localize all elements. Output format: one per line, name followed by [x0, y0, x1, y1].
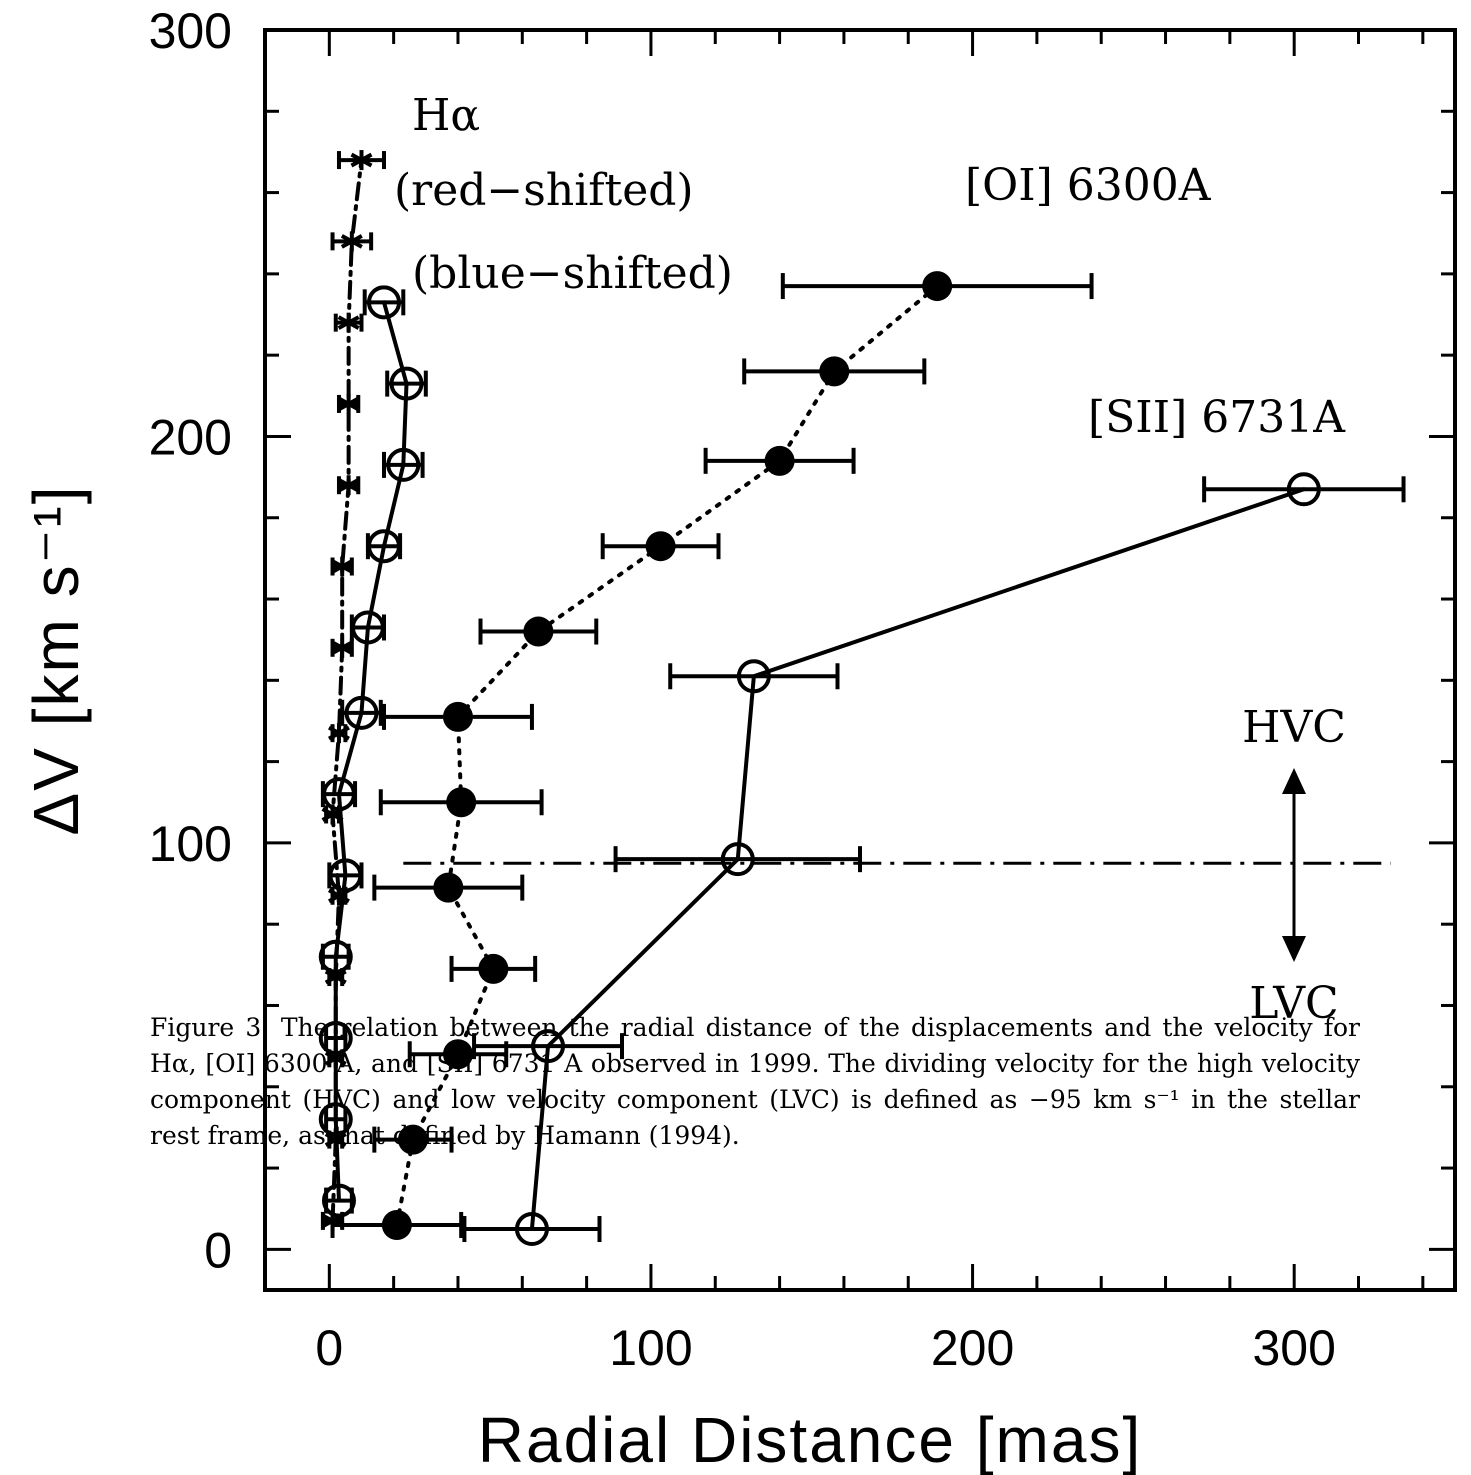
plot-frame [263, 28, 1457, 1292]
y-axis-title: ΔV [km s⁻¹] [20, 485, 92, 836]
series-0-point [350, 150, 373, 171]
series-1-point [367, 285, 401, 320]
x-tick-label: 200 [931, 1320, 1014, 1376]
x-tick-label: 300 [1252, 1320, 1335, 1376]
y-tick-label: 100 [149, 816, 232, 872]
series-2-point [819, 356, 850, 387]
series-0-point [331, 637, 354, 658]
ha-blue-label: (blue−shifted) [412, 248, 733, 299]
series-1-point [386, 447, 421, 482]
series-0-point [331, 556, 354, 577]
series-0-point [340, 231, 363, 252]
series-3-point [514, 1212, 549, 1247]
star-marker-stroke [337, 396, 360, 412]
series-0-point [328, 723, 350, 744]
series-2-point [442, 701, 473, 732]
series-0-point [337, 475, 360, 496]
star-marker-stroke [331, 640, 354, 656]
series-1-point [389, 366, 424, 401]
star-marker-stroke [340, 234, 363, 249]
series-2-point [922, 271, 953, 302]
ha-label: Hα [412, 90, 480, 141]
series-3-point [1286, 472, 1321, 507]
star-marker-stroke [337, 477, 360, 493]
series-2-line [394, 284, 940, 1227]
series-3-point [720, 842, 755, 877]
star-marker-stroke [324, 969, 347, 985]
series-2-point [645, 531, 676, 562]
y-tick-label: 200 [149, 409, 232, 465]
series-1-point [367, 529, 401, 564]
arrow-up-icon [1282, 768, 1306, 794]
star-marker-stroke [337, 315, 360, 330]
series-1-point [318, 939, 353, 974]
oi-label: [OI] 6300A [965, 160, 1212, 211]
sii-label: [SII] 6731A [1088, 392, 1346, 443]
series-2-point [478, 953, 509, 984]
series-1-point [321, 1183, 356, 1218]
y-tick-label: 0 [204, 1222, 232, 1278]
x-axis-title: Radial Distance [mas] [478, 1404, 1142, 1475]
series-2-point [446, 787, 477, 818]
series-0-point [337, 312, 360, 333]
series-1-point [328, 858, 363, 893]
star-marker-stroke [350, 152, 373, 168]
series-2-point [523, 616, 554, 647]
x-tick-label: 0 [315, 1320, 343, 1376]
series-3-point [531, 1029, 566, 1064]
star-marker-stroke [324, 1132, 347, 1147]
y-tick-label: 300 [149, 3, 232, 59]
series-2-point [433, 872, 464, 903]
series-1-point [344, 695, 379, 730]
series-1-point [321, 777, 356, 812]
series-2-point [764, 445, 795, 476]
arrow-down-icon [1282, 936, 1306, 962]
x-tick-label: 100 [609, 1320, 692, 1376]
star-marker-stroke [328, 725, 350, 741]
series-1-point [350, 610, 385, 645]
series-1-point [318, 1102, 353, 1137]
lvc-label: LVC [1249, 978, 1338, 1029]
series-2-point [381, 1209, 412, 1240]
figure-caption: Figure 3: The relation between the radia… [150, 1013, 1360, 1150]
series-2-point [442, 1039, 473, 1070]
ha-red-label: (red−shifted) [394, 165, 694, 216]
series-2-point [397, 1124, 428, 1155]
series-0-point [337, 393, 360, 414]
star-marker-stroke [331, 559, 354, 574]
star-marker-stroke [324, 1051, 347, 1066]
hvc-label: HVC [1242, 702, 1346, 753]
series-3-point [736, 659, 771, 694]
series-1-point [318, 1021, 353, 1055]
